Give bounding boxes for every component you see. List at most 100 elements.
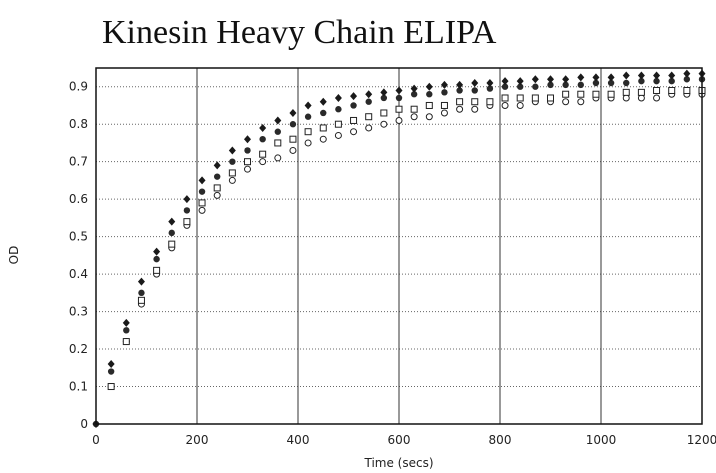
data-point-diamond: [365, 90, 373, 99]
data-point-diamond: [622, 71, 630, 80]
data-point-filled-circle: [229, 158, 236, 165]
data-point-filled-circle: [683, 76, 691, 83]
data-point-open-square: [562, 90, 570, 98]
data-point-diamond: [562, 75, 570, 84]
data-point-open-square: [122, 338, 130, 346]
data-point-filled-circle: [395, 94, 403, 102]
data-point-open-circle: [380, 120, 388, 128]
data-point-diamond: [380, 88, 388, 97]
x-tick-label: 800: [489, 433, 512, 447]
data-point-open-square: [289, 135, 297, 143]
data-point-filled-circle: [274, 128, 281, 135]
y-tick-label: 0.4: [69, 267, 88, 281]
data-point-filled-circle: [123, 327, 130, 334]
data-point-open-square: [183, 218, 191, 226]
data-point-open-circle: [334, 131, 342, 139]
data-point-filled-circle: [138, 289, 145, 297]
data-point-open-square: [668, 86, 676, 94]
data-point-open-square: [577, 90, 585, 98]
data-point-open-square: [531, 94, 539, 102]
data-point-diamond: [531, 75, 539, 84]
data-point-filled-circle: [592, 79, 600, 87]
data-point-diamond: [410, 84, 418, 93]
data-point-open-square: [637, 88, 645, 96]
data-point-filled-circle: [562, 81, 569, 89]
data-point-open-square: [607, 90, 615, 98]
data-point-open-square: [425, 101, 433, 109]
x-tick-label: 200: [186, 433, 209, 447]
x-tick-label: 1200: [687, 433, 716, 447]
data-point-diamond: [668, 71, 676, 80]
data-point-diamond: [486, 78, 494, 87]
data-point-filled-circle: [168, 229, 175, 237]
data-point-filled-circle: [638, 77, 645, 85]
data-point-open-circle: [350, 128, 358, 136]
data-point-filled-circle: [547, 81, 554, 89]
data-point-diamond: [107, 360, 115, 369]
data-point-open-square: [440, 101, 448, 109]
x-tick-label: 600: [388, 433, 411, 447]
y-tick-label: 0.3: [69, 305, 88, 319]
data-point-filled-circle: [350, 102, 357, 109]
data-point-filled-circle: [320, 109, 327, 117]
data-point-filled-circle: [289, 121, 297, 128]
data-point-open-square: [365, 113, 373, 121]
data-point-open-circle: [471, 105, 479, 113]
data-point-filled-circle: [577, 81, 584, 89]
data-point-open-square: [471, 98, 479, 106]
data-point-diamond: [319, 97, 327, 106]
data-point-diamond: [425, 82, 433, 91]
y-tick-label: 0.6: [69, 192, 88, 206]
data-point-open-square: [319, 124, 327, 132]
data-point-open-square: [395, 105, 403, 113]
y-tick-label: 0.8: [69, 117, 88, 131]
data-point-diamond: [577, 73, 585, 82]
data-point-open-square: [653, 86, 661, 94]
data-point-open-circle: [289, 146, 297, 154]
data-point-open-square: [516, 94, 524, 102]
x-axis-label: Time (secs): [363, 456, 433, 470]
data-point-diamond: [137, 277, 145, 286]
data-point-filled-circle: [107, 368, 115, 375]
data-point-filled-circle: [456, 87, 463, 94]
data-point-filled-circle: [259, 136, 266, 143]
data-point-filled-circle: [183, 207, 191, 214]
data-point-open-square: [107, 383, 115, 391]
data-point-open-circle: [456, 105, 464, 113]
data-point-filled-circle: [623, 79, 630, 87]
y-tick-label: 0.2: [69, 342, 88, 356]
data-point-diamond: [213, 161, 221, 170]
data-point-open-square: [410, 105, 418, 113]
data-point-diamond: [683, 69, 691, 78]
chart-title: Kinesin Heavy Chain ELIPA: [102, 14, 497, 51]
data-point-open-circle: [365, 124, 373, 132]
data-point-filled-circle: [471, 87, 478, 94]
data-point-open-circle: [516, 101, 524, 109]
y-tick-label: 0.7: [69, 155, 88, 169]
data-point-diamond: [122, 318, 130, 327]
x-tick-label: 1000: [586, 433, 617, 447]
data-point-open-circle: [244, 165, 251, 173]
data-point-filled-circle: [365, 98, 372, 105]
data-point-open-square: [592, 90, 600, 98]
data-point-open-circle: [425, 113, 433, 121]
data-point-diamond: [471, 78, 479, 87]
data-point-open-square: [153, 266, 161, 274]
data-point-open-circle: [637, 94, 645, 102]
data-point-open-square: [486, 98, 494, 106]
data-point-filled-circle: [410, 91, 418, 98]
data-point-open-circle: [440, 109, 448, 117]
data-point-diamond: [274, 116, 282, 125]
y-tick-label: 0: [80, 417, 88, 431]
data-point-filled-circle: [441, 89, 448, 96]
data-point-diamond: [592, 73, 600, 82]
data-point-diamond: [501, 77, 509, 86]
x-tick-label: 400: [287, 433, 310, 447]
y-axis-label: OD: [7, 246, 21, 265]
data-point-open-square: [244, 158, 251, 166]
data-point-diamond: [334, 93, 342, 102]
data-point-diamond: [289, 108, 297, 117]
data-point-open-square: [456, 98, 464, 106]
data-point-filled-circle: [244, 147, 251, 154]
data-point-open-circle: [653, 94, 661, 102]
